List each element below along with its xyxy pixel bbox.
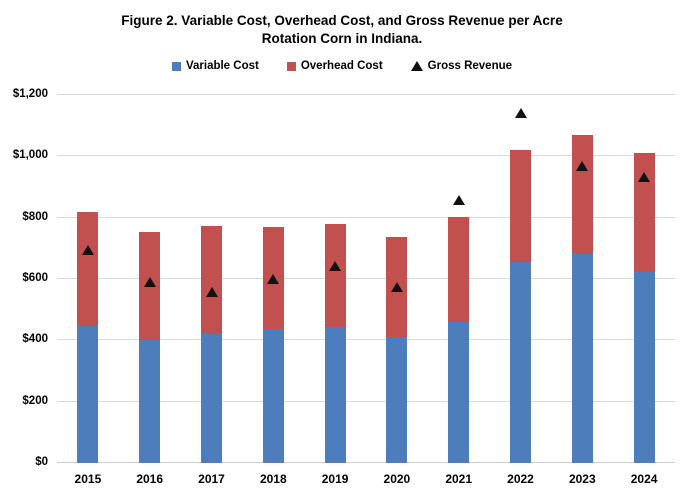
- y-tick-label-1000: $1,000: [12, 149, 48, 162]
- x-tick-label-2020: 2020: [383, 472, 411, 486]
- chart-title-line-1: Figure 2. Variable Cost, Overhead Cost, …: [121, 13, 563, 28]
- variable-cost-segment-2023: [571, 252, 593, 463]
- gross-revenue-marker-2024: [638, 171, 651, 182]
- legend-item-overhead-cost: Overhead Cost: [286, 60, 383, 72]
- gridline-400: [57, 339, 675, 341]
- x-tick-label-2021: 2021: [445, 472, 473, 486]
- y-tick-label-600: $600: [22, 272, 48, 284]
- stacked-bar-2021: [448, 217, 470, 463]
- gross-revenue-marker-2019: [329, 260, 342, 271]
- overhead-cost-segment-2022: [510, 150, 531, 262]
- overhead-cost-segment-2024: [633, 152, 655, 272]
- stacked-bar-2020: [386, 236, 408, 463]
- overhead-cost-segment-2023: [571, 134, 593, 253]
- chart-title: Figure 2. Variable Cost, Overhead Cost, …: [0, 12, 684, 48]
- y-axis: $0 $200 $400 $600 $800 $1,000 $1,200: [0, 88, 48, 468]
- x-tick-label-2018: 2018: [259, 472, 287, 486]
- variable-cost-segment-2016: [139, 340, 161, 463]
- gross-revenue-marker-2022: [514, 107, 527, 118]
- gross-revenue-marker-2023: [576, 160, 589, 171]
- variable-cost-swatch-icon: [171, 61, 181, 71]
- variable-cost-segment-2022: [510, 261, 531, 463]
- legend-label-gross-revenue: Gross Revenue: [427, 60, 513, 72]
- stacked-bar-2024: [633, 152, 655, 463]
- variable-cost-segment-2019: [324, 326, 346, 463]
- variable-cost-segment-2015: [77, 325, 99, 463]
- gross-revenue-marker-2015: [81, 245, 94, 256]
- variable-cost-segment-2020: [386, 336, 408, 463]
- stacked-bar-2018: [262, 227, 284, 463]
- legend-label-overhead-cost: Overhead Cost: [300, 60, 383, 72]
- gridline-200: [57, 400, 675, 402]
- stacked-bar-2016: [139, 232, 161, 463]
- overhead-cost-swatch-icon: [286, 61, 296, 71]
- variable-cost-segment-2017: [201, 332, 222, 463]
- overhead-cost-segment-2017: [201, 226, 222, 333]
- overhead-cost-segment-2019: [324, 224, 346, 327]
- gridline-1000: [57, 155, 675, 157]
- y-tick-label-0: $0: [35, 456, 48, 468]
- gross-revenue-marker-2016: [143, 277, 156, 288]
- x-tick-label-2024: 2024: [630, 472, 658, 486]
- stacked-bar-2022: [510, 150, 531, 463]
- gridline-0: [57, 462, 675, 463]
- gross-revenue-triangle-icon: [410, 61, 423, 71]
- variable-cost-segment-2024: [633, 271, 655, 463]
- legend-label-variable-cost: Variable Cost: [185, 60, 259, 72]
- legend: Variable Cost Overhead Cost Gross Revenu…: [0, 60, 684, 72]
- x-axis: 2015 2016 2017 2018 2019 2020 2021 2022 2023 2024: [57, 472, 675, 492]
- y-tick-label-200: $200: [22, 394, 48, 407]
- gridline-1200: [57, 94, 675, 95]
- gross-revenue-marker-2017: [205, 286, 218, 297]
- plot-area: [57, 94, 675, 463]
- x-tick-label-2017: 2017: [198, 472, 225, 486]
- gross-revenue-marker-2018: [267, 273, 280, 284]
- chart-title-line-2: Rotation Corn in Indiana.: [261, 31, 423, 46]
- gross-revenue-marker-2020: [390, 281, 403, 292]
- legend-item-variable-cost: Variable Cost: [171, 60, 259, 72]
- y-tick-label-1200: $1,200: [12, 88, 48, 100]
- stacked-bar-2017: [201, 226, 222, 463]
- overhead-cost-segment-2021: [448, 217, 470, 322]
- stacked-bar-2015: [77, 211, 99, 463]
- stacked-bar-2019: [324, 224, 346, 463]
- x-tick-label-2016: 2016: [136, 472, 164, 486]
- legend-item-gross-revenue: Gross Revenue: [410, 60, 513, 72]
- x-tick-label-2019: 2019: [321, 472, 349, 486]
- overhead-cost-segment-2015: [77, 211, 99, 325]
- gridline-600: [57, 278, 675, 279]
- variable-cost-segment-2018: [262, 328, 284, 463]
- x-tick-label-2022: 2022: [507, 472, 534, 486]
- x-tick-label-2015: 2015: [74, 472, 102, 486]
- stacked-bar-2023: [571, 134, 593, 463]
- y-tick-label-800: $800: [22, 210, 48, 223]
- x-tick-label-2023: 2023: [568, 472, 596, 486]
- gridline-800: [57, 216, 675, 218]
- y-tick-label-400: $400: [22, 333, 48, 346]
- variable-cost-segment-2021: [448, 321, 470, 463]
- gross-revenue-marker-2021: [452, 194, 465, 205]
